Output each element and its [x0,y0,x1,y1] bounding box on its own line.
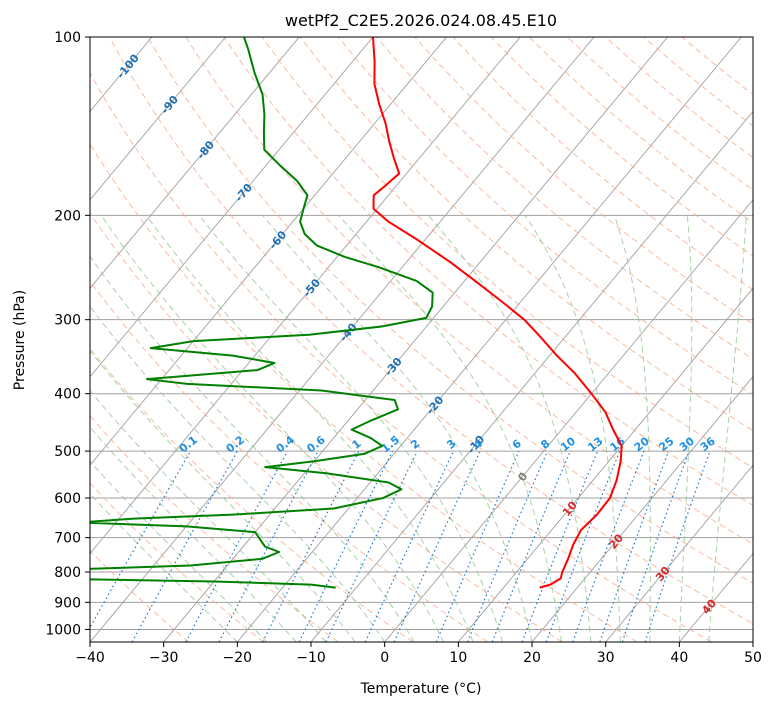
isotherm-line [457,287,753,642]
mixing-ratio-line [325,450,418,642]
mixing-ratio-line [621,450,690,642]
mixing-ratio-line [644,450,711,642]
y-tick-label: 1000 [45,622,81,638]
y-tick-label: 900 [54,595,81,611]
moist-adiabat-line [145,215,474,642]
x-tick-label: −20 [223,650,253,666]
isotherm-line [236,37,742,642]
isotherm-line [384,199,753,642]
plot-frame [89,36,754,643]
moist-adiabat-line [90,349,356,642]
x-tick-label: 50 [744,650,762,666]
moist-adiabat-line [90,460,268,642]
x-axis: −40 −30 −20 −10 0 10 20 30 40 50 [75,642,762,666]
moist-adiabat-line [613,215,651,642]
y-tick-label: 300 [54,313,81,329]
y-axis: 100 200 300 400 500 600 700 800 900 1000 [45,30,90,638]
x-tick-label: 20 [523,650,541,666]
profile-lines [90,37,623,589]
x-tick-label: −10 [296,650,326,666]
y-tick-label: 400 [54,387,81,403]
isotherm-line [90,37,521,555]
isotherm-line [90,37,447,466]
mixing-ratio-line [364,450,455,642]
moist-adiabat-line [90,426,297,642]
moist-adiabat-line [90,305,386,642]
moist-adiabat-line [262,214,533,642]
x-tick-label: −40 [75,650,105,666]
dry-adiabat-line [376,37,753,360]
x-tick-label: 30 [597,650,615,666]
y-tick-label: 200 [54,208,81,224]
moist-adiabat-line [338,214,562,642]
dry-adiabat-line [90,482,264,642]
mixing-ratio-line [545,450,621,642]
x-tick-label: −30 [149,650,179,666]
x-axis-title: Temperature (°C) [360,681,482,697]
dry-adiabat-line [338,37,753,396]
y-axis-title: Pressure (hPa) [12,290,28,390]
moist-adiabat-line [198,214,503,642]
dry-adiabat-line [90,71,712,642]
dewpoint-profile-line [90,37,434,589]
mixing-ratio-line [298,450,394,642]
isotherm-line [90,37,374,378]
dry-adiabat-line [414,37,753,325]
mixing-ratio-line [185,450,288,642]
background-lines [90,37,753,642]
x-tick-label: 10 [449,650,467,666]
mixing-ratio-line [521,450,599,642]
moist-adiabat-line [90,255,415,642]
dry-adiabat-line [452,37,753,291]
mixing-ratio-line [90,450,192,629]
dry-adiabat-line [90,280,488,642]
moist-adiabat-line [90,389,327,642]
dry-adiabat-line [90,550,190,642]
x-tick-label: 40 [670,650,688,666]
chart-title: wetPf2_C2E5.2026.024.08.45.E10 [285,11,557,31]
x-tick-label: 0 [380,650,389,666]
y-tick-label: 100 [54,30,81,46]
moist-adiabat-line [678,215,693,642]
y-tick-label: 800 [54,565,81,581]
dry-adiabat-line [90,347,414,642]
moist-adiabat-line [524,215,621,642]
isotherm-line [90,37,595,642]
moist-adiabat-line [90,492,238,642]
moist-adiabat-line [427,214,592,642]
y-tick-label: 500 [54,444,81,460]
y-tick-label: 700 [54,531,81,547]
isotherm-line [605,464,753,642]
isotherm-line [90,37,226,201]
isotherm-line [90,37,300,289]
moist-adiabat-line [708,215,747,642]
isotherm-line [531,376,753,642]
temperature-profile-line [372,37,623,589]
y-tick-label: 600 [54,491,81,507]
dry-adiabat-line [90,143,638,642]
isotherm-line [163,37,668,642]
